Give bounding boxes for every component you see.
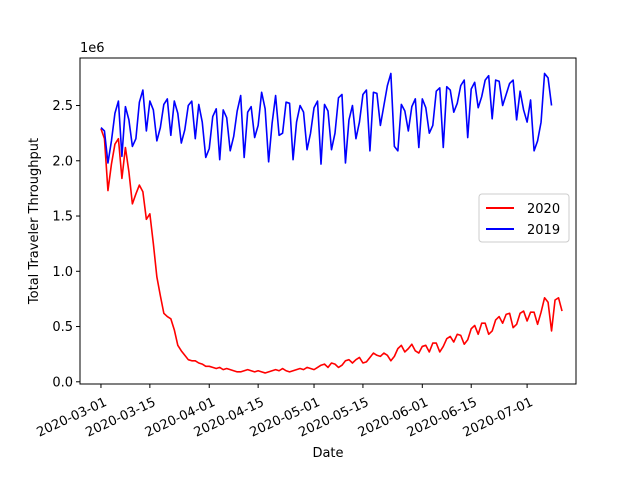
- legend-label-2020: 2020: [527, 202, 560, 217]
- series-line-2020: [100, 128, 563, 374]
- y-tick-label: 2.5: [52, 99, 73, 114]
- y-tick-label: 1.0: [52, 265, 73, 280]
- y-tick-label: 0.0: [52, 375, 73, 390]
- x-axis-label: Date: [312, 446, 343, 461]
- series-lines: [100, 72, 563, 374]
- y-offset-label: 1e6: [80, 41, 105, 56]
- legend: 2020 2019: [478, 193, 570, 243]
- legend-label-2019: 2019: [527, 223, 560, 238]
- y-tick-label: 0.5: [52, 320, 73, 335]
- y-tick-label: 2.0: [52, 154, 73, 169]
- y-axis-label: Total Traveler Throughput: [27, 138, 42, 305]
- series-line-2019: [100, 72, 553, 165]
- y-tick-label: 1.5: [52, 210, 73, 225]
- plot-frame: [79, 57, 577, 385]
- y-axis-ticks: 0.0 0.5 1.0 1.5 2.0 2.5: [52, 99, 80, 390]
